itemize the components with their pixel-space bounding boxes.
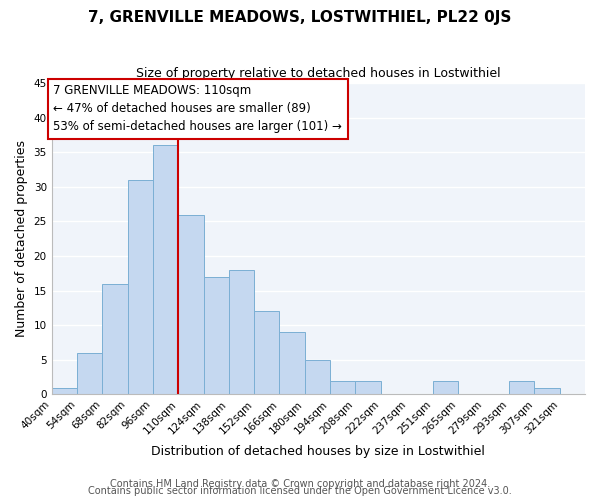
Text: Contains HM Land Registry data © Crown copyright and database right 2024.: Contains HM Land Registry data © Crown c…: [110, 479, 490, 489]
Y-axis label: Number of detached properties: Number of detached properties: [15, 140, 28, 338]
Bar: [280, 332, 305, 394]
Title: Size of property relative to detached houses in Lostwithiel: Size of property relative to detached ho…: [136, 68, 500, 80]
Bar: [535, 388, 560, 394]
Bar: [433, 380, 458, 394]
Bar: [229, 270, 254, 394]
Bar: [330, 380, 355, 394]
Bar: [178, 214, 203, 394]
Bar: [52, 388, 77, 394]
Bar: [355, 380, 381, 394]
Bar: [153, 146, 178, 394]
Text: 7 GRENVILLE MEADOWS: 110sqm
← 47% of detached houses are smaller (89)
53% of sem: 7 GRENVILLE MEADOWS: 110sqm ← 47% of det…: [53, 84, 343, 134]
Bar: [305, 360, 330, 394]
Bar: [509, 380, 535, 394]
Bar: [254, 312, 280, 394]
Bar: [77, 353, 102, 395]
X-axis label: Distribution of detached houses by size in Lostwithiel: Distribution of detached houses by size …: [151, 444, 485, 458]
Text: Contains public sector information licensed under the Open Government Licence v3: Contains public sector information licen…: [88, 486, 512, 496]
Bar: [102, 284, 128, 395]
Text: 7, GRENVILLE MEADOWS, LOSTWITHIEL, PL22 0JS: 7, GRENVILLE MEADOWS, LOSTWITHIEL, PL22 …: [88, 10, 512, 25]
Bar: [203, 277, 229, 394]
Bar: [128, 180, 153, 394]
